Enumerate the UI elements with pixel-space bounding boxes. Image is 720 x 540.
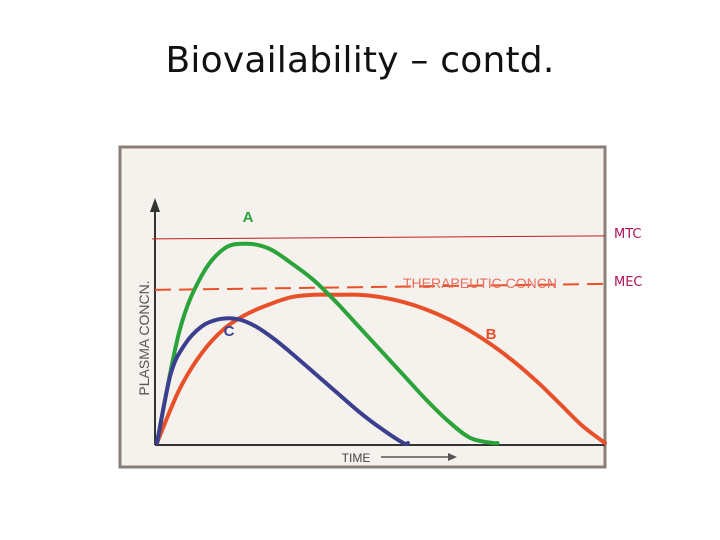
series-c-line bbox=[155, 316, 410, 447]
therapeutic-concn-label: THERAPEUTIC CONCN bbox=[403, 275, 557, 291]
y-axis-label: PLASMA CONCN. bbox=[136, 280, 152, 395]
x-axis-label: TIME bbox=[342, 451, 371, 465]
series-a-line bbox=[155, 241, 500, 446]
figure-frame bbox=[118, 145, 607, 469]
series-b-label: B bbox=[486, 326, 497, 343]
series-c-label: C bbox=[224, 323, 235, 340]
slide-title: Biovailability – contd. bbox=[165, 40, 555, 81]
mtc-label: MTC bbox=[614, 227, 642, 242]
x-axis-label-arrowhead bbox=[448, 453, 457, 461]
series-b-line bbox=[155, 292, 607, 445]
y-axis-arrow bbox=[150, 198, 160, 212]
mec-label: MEC bbox=[614, 275, 643, 290]
mtc-line bbox=[151, 235, 606, 240]
series-a-label: A bbox=[243, 209, 254, 226]
mec-line bbox=[154, 282, 606, 291]
